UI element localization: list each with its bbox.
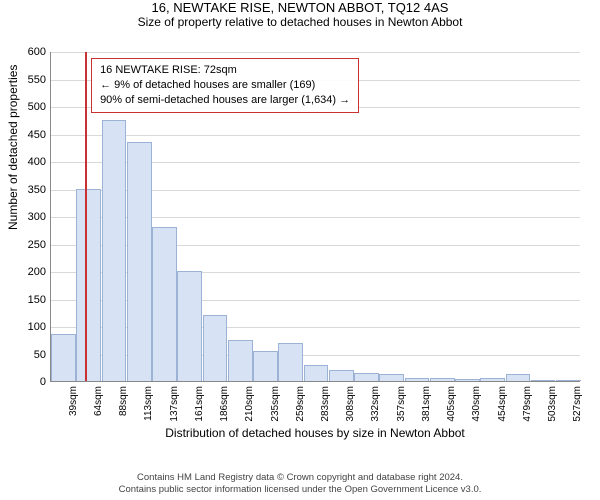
histogram-bar bbox=[556, 380, 581, 381]
attribution-footer: Contains HM Land Registry data © Crown c… bbox=[0, 472, 600, 496]
histogram-bar bbox=[127, 142, 152, 381]
y-tick-label: 400 bbox=[28, 156, 46, 168]
x-tick-label: 39sqm bbox=[68, 386, 79, 416]
x-tick-label: 332sqm bbox=[370, 386, 381, 422]
chart-area: 05010015020025030035040045050055060039sq… bbox=[50, 52, 580, 422]
x-tick-label: 454sqm bbox=[497, 386, 508, 422]
histogram-bar bbox=[506, 374, 531, 381]
histogram-bar bbox=[51, 334, 76, 381]
footer-line-1: Contains HM Land Registry data © Crown c… bbox=[0, 472, 600, 484]
histogram-bar bbox=[455, 379, 480, 381]
y-tick-label: 450 bbox=[28, 129, 46, 141]
histogram-bar bbox=[203, 315, 228, 381]
x-tick-label: 430sqm bbox=[471, 386, 482, 422]
plot-region: 05010015020025030035040045050055060039sq… bbox=[50, 52, 580, 382]
x-tick-label: 64sqm bbox=[93, 386, 104, 416]
histogram-bar bbox=[304, 365, 329, 382]
x-tick-label: 210sqm bbox=[244, 386, 255, 422]
x-tick-label: 137sqm bbox=[169, 386, 180, 422]
histogram-bar bbox=[253, 351, 278, 381]
y-tick-label: 550 bbox=[28, 74, 46, 86]
y-tick-label: 150 bbox=[28, 294, 46, 306]
histogram-bar bbox=[480, 378, 505, 381]
page-title: 16, NEWTAKE RISE, NEWTON ABBOT, TQ12 4AS bbox=[0, 0, 600, 15]
y-tick-label: 0 bbox=[40, 376, 46, 388]
histogram-bar bbox=[430, 378, 455, 381]
x-tick-label: 161sqm bbox=[194, 386, 205, 422]
histogram-bar bbox=[379, 374, 404, 381]
histogram-bar bbox=[531, 380, 556, 381]
x-tick-label: 259sqm bbox=[295, 386, 306, 422]
annot-line-1: 16 NEWTAKE RISE: 72sqm bbox=[100, 63, 350, 78]
gridline bbox=[51, 135, 580, 136]
x-tick-label: 88sqm bbox=[118, 386, 129, 416]
x-tick-label: 479sqm bbox=[522, 386, 533, 422]
y-axis-label: Number of detached properties bbox=[6, 65, 20, 230]
y-tick-label: 50 bbox=[34, 349, 46, 361]
property-marker-line bbox=[85, 52, 87, 381]
y-tick-label: 300 bbox=[28, 211, 46, 223]
page-subtitle: Size of property relative to detached ho… bbox=[0, 15, 600, 29]
x-tick-label: 308sqm bbox=[345, 386, 356, 422]
y-tick-label: 250 bbox=[28, 239, 46, 251]
x-tick-label: 381sqm bbox=[421, 386, 432, 422]
y-tick-label: 500 bbox=[28, 101, 46, 113]
x-tick-label: 357sqm bbox=[396, 386, 407, 422]
x-tick-label: 405sqm bbox=[446, 386, 457, 422]
histogram-bar bbox=[177, 271, 202, 381]
x-tick-label: 235sqm bbox=[270, 386, 281, 422]
annot-line-3: 90% of semi-detached houses are larger (… bbox=[100, 93, 350, 108]
x-tick-label: 186sqm bbox=[219, 386, 230, 422]
x-tick-label: 527sqm bbox=[572, 386, 583, 422]
x-axis-label: Distribution of detached houses by size … bbox=[50, 426, 580, 440]
annotation-box: 16 NEWTAKE RISE: 72sqm← 9% of detached h… bbox=[91, 58, 359, 113]
histogram-bar bbox=[102, 120, 127, 381]
histogram-bar bbox=[405, 378, 430, 381]
histogram-bar bbox=[278, 343, 303, 382]
histogram-bar bbox=[76, 189, 101, 382]
histogram-bar bbox=[152, 227, 177, 381]
y-tick-label: 100 bbox=[28, 321, 46, 333]
y-tick-label: 350 bbox=[28, 184, 46, 196]
x-tick-label: 283sqm bbox=[320, 386, 331, 422]
gridline bbox=[51, 52, 580, 53]
histogram-bar bbox=[228, 340, 253, 381]
x-tick-label: 113sqm bbox=[143, 386, 154, 421]
y-tick-label: 600 bbox=[28, 46, 46, 58]
histogram-bar bbox=[354, 373, 379, 381]
y-tick-label: 200 bbox=[28, 266, 46, 278]
x-tick-label: 503sqm bbox=[547, 386, 558, 422]
footer-line-2: Contains public sector information licen… bbox=[0, 484, 600, 496]
annot-line-2: ← 9% of detached houses are smaller (169… bbox=[100, 78, 350, 93]
histogram-bar bbox=[329, 370, 354, 381]
